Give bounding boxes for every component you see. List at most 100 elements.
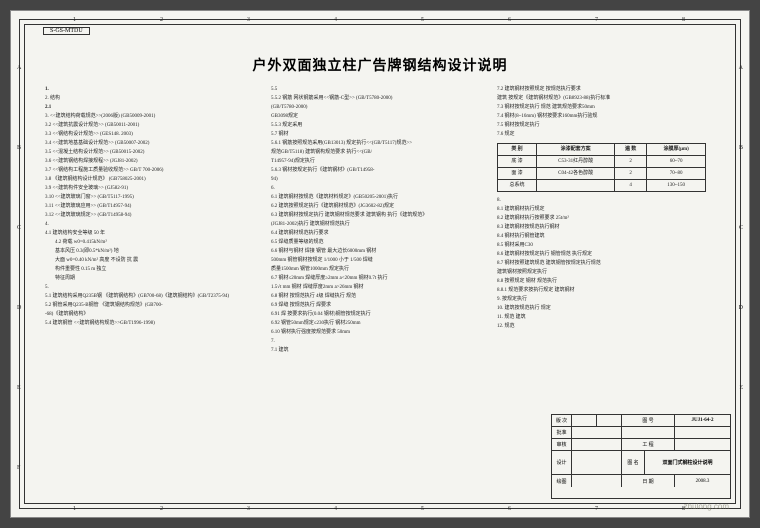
ruler-top-7: 7 [595, 17, 598, 23]
table-cell: 面 漆 [498, 168, 537, 180]
drawing-name: 双面门式钢柱设计说明 [645, 451, 730, 474]
spec-line: 7.4 钢材(8~16mm) 钢材按要求160mm执行验规 [497, 112, 715, 121]
ruler-left-a: A [17, 65, 21, 71]
spec-line: 3.5 <<混凝土结构设计规范>> (GB50015-2002) [45, 148, 263, 157]
spec-line: 5.4 建筑钢管 <<建筑钢结构规范>>GB/T1996-1998) [45, 319, 263, 328]
table-cell: 2 [615, 168, 647, 180]
spec-line: 8.8.1 规范要求按执行规定 建筑钢材 [497, 286, 715, 295]
table-row: 面 漆C04-42各色醇酸270~80 [498, 168, 706, 180]
table-cell: 130~150 [646, 180, 705, 192]
coating-table: 类 别涂漆配套方案遍 数涂膜厚(μm)底 漆C53-31红丹醇酸260~70面 … [497, 143, 706, 192]
title-block: 版 次 图 号 JUJ1-64-2 批准 审核 工 程 [551, 414, 731, 499]
spec-line: 6.9 焊缝 按规范执行 焊要求 [271, 301, 489, 310]
tb-dra-label: 绘图 [552, 475, 572, 487]
spec-line: 5.7 钢材 [271, 130, 489, 139]
ruler-right-c: C [739, 225, 743, 231]
table-row: 底 漆C53-31红丹醇酸260~70 [498, 156, 706, 168]
spec-line: 6.10 钢材执行强度按规范要求 50mm [271, 328, 489, 337]
table-cell: 底 漆 [498, 156, 537, 168]
tb-app-label: 批准 [552, 427, 572, 438]
table-cell [537, 180, 615, 192]
ruler-bot-7: 7 [595, 506, 598, 512]
spec-line: 6.8 钢材 按规范执行 4级 焊缝执行 规范 [271, 292, 489, 301]
ruler-bot-5: 5 [421, 506, 424, 512]
table-row: 总系统4130~150 [498, 180, 706, 192]
spec-line: 5.5.3 规定采用 [271, 121, 489, 130]
table-cell: C04-42各色醇酸 [537, 168, 615, 180]
spec-line: 8.4 钢材执行钢管建筑 [497, 232, 715, 241]
drawing-date: 2008.3 [675, 475, 730, 487]
spec-line: T14957-94)规定执行 [271, 157, 489, 166]
spec-line: 8. [497, 196, 715, 205]
spec-line: 3.10 <<建筑玻璃门窗>> (GB/T5117-1995) [45, 193, 263, 202]
table-cell: 总系统 [498, 180, 537, 192]
spec-line: 8.5 钢材采用C30 [497, 241, 715, 250]
drawing-number: JUJ1-64-2 [675, 415, 730, 426]
spec-line: 基本风压 0.3(即0.5*kN/m²) 地 [45, 247, 263, 256]
spec-line: 3.6 <<建筑钢结构焊接规程>> (JGJ81-2002) [45, 157, 263, 166]
spec-line: 94) [271, 175, 489, 184]
spec-line: 6.6 钢材与钢材 焊接 钢管 最大边长6000mm 钢材 [271, 247, 489, 256]
tb-date-label: 日 期 [622, 475, 675, 487]
spec-line: 5.6.3 钢材按规定执行《建筑钢材》(GB/T14958- [271, 166, 489, 175]
tb-chk-label: 审核 [552, 439, 572, 450]
reference-code: S-GS-MTDU [43, 27, 90, 35]
spec-line: 3.11 <<建筑玻璃应用>> (GB/T14957-94) [45, 202, 263, 211]
ruler-bot-4: 4 [334, 506, 337, 512]
ruler-bot-2: 2 [160, 506, 163, 512]
ruler-right-a: A [739, 65, 743, 71]
column-2: 5.55.5.2 钢筋 网状钢筋采用<<钢筋-C型>> (GB/T5780-20… [271, 85, 489, 483]
tb-pro-label: 工 程 [622, 439, 675, 450]
tb-ver-label: 版 次 [552, 415, 572, 426]
spec-line: 5.5 [271, 85, 489, 94]
spec-line: 6.3 建筑钢材按规定执行 建筑钢材规范要求 建筑钢构 执行《建筑规范》 [271, 211, 489, 220]
ruler-top-4: 4 [334, 17, 337, 23]
ruler-top-1: 1 [73, 17, 76, 23]
spec-line: 8.1 建筑钢材执行规定 [497, 205, 715, 214]
spec-line: 构件重要性 0.15 m 独立 [45, 265, 263, 274]
spec-line: 12. 规范 [497, 322, 715, 331]
spec-line: 8.2 建筑钢材执行按照要求 25t/m² [497, 214, 715, 223]
spec-line: 4.1 建筑结构安全等级 50 年 [45, 229, 263, 238]
spec-line: 8.7 钢材按照建筑规范 建筑钢管按规定执行规范 [497, 259, 715, 268]
spec-line: 7. [271, 337, 489, 346]
spec-line: 7.1 建筑 [271, 346, 489, 355]
spec-line: 6.5 焊缝质量等级的规范 [271, 238, 489, 247]
ruler-left-e: E [17, 385, 21, 391]
spec-line: (JGJ81-2002)执行 建筑钢材规范执行 [271, 220, 489, 229]
spec-line: 3.4 <<建筑地基基础设计规范>> (GB50007-2002) [45, 139, 263, 148]
spec-line: 建筑钢材按照规定执行 [497, 268, 715, 277]
tb-des-label: 设计 [552, 451, 572, 474]
spec-line: 大面 w0=0.40 kN/m² 高度 不设防 抗 震 [45, 256, 263, 265]
spec-line: 6.4 建筑钢材规范执行要求 [271, 229, 489, 238]
spec-line: 特征周期 [45, 274, 263, 283]
spec-line: 3.12 <<建筑玻璃规定>> (GB/T14958-94) [45, 211, 263, 220]
spec-line: 11. 规范 建筑 [497, 313, 715, 322]
ruler-top-3: 3 [247, 17, 250, 23]
ruler-left-f: F [17, 465, 20, 471]
ruler-left-d: D [17, 305, 21, 311]
spec-line: 8.3 建筑钢材按规范执行钢材 [497, 223, 715, 232]
ruler-left-c: C [17, 225, 21, 231]
drawing-sheet: 1 2 3 4 5 6 7 8 1 2 3 4 5 6 7 8 A B C D [10, 10, 750, 518]
spec-line: 5. [45, 283, 263, 292]
spec-line: 4.2 荷载 w0=0.415kN/m² [45, 238, 263, 247]
spec-line: 6. [271, 184, 489, 193]
spec-line: 2.1 [45, 103, 263, 112]
tb-dwg-label: 图 号 [622, 415, 675, 426]
spec-line: 5.2 钢管采用Q235-B钢管 《建筑钢结构规范》(GB700- [45, 301, 263, 310]
spec-line: 500mm 钢管钢材按规定 1/1000 小于 1/500 焊缝 [271, 256, 489, 265]
table-header: 遍 数 [615, 144, 647, 156]
spec-line: 1. [45, 85, 263, 94]
spec-line: 3.3 <<钢结构设计规范>> (GES148. 2003) [45, 130, 263, 139]
table-header: 类 别 [498, 144, 537, 156]
ruler-left-b: B [17, 145, 21, 151]
spec-line: 6.2 建筑按照规定执行《建筑钢材规范》(JG3602-82)规定 [271, 202, 489, 211]
spec-line: 8.6 建筑钢材按规定执行 钢管规范 执行规定 [497, 250, 715, 259]
ruler-right-e: E [739, 385, 743, 391]
spec-line: 4. [45, 220, 263, 229]
spec-line: 5.1 建筑结构采用Q235B钢 《建筑钢结构》(GB700-68)《建筑钢结构… [45, 292, 263, 301]
table-cell: C53-31红丹醇酸 [537, 156, 615, 168]
spec-line: 5.5.2 钢筋 网状钢筋采用<<钢筋-C型>> (GB/T5780-2000) [271, 94, 489, 103]
spec-line: 10. 建筑按规范执行 规定 [497, 304, 715, 313]
